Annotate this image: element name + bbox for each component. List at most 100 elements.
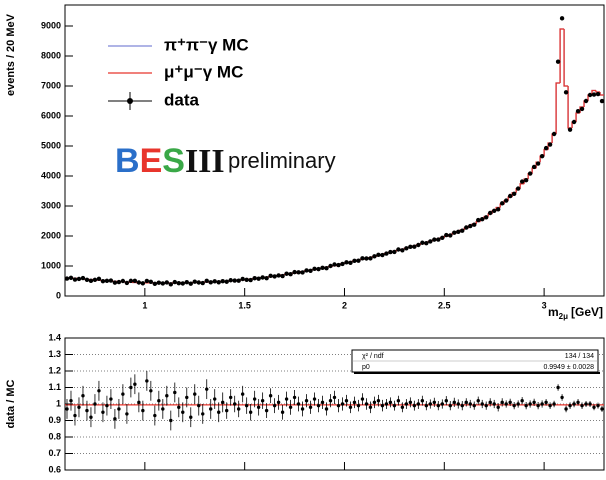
ratio-point bbox=[496, 405, 500, 409]
ratio-point bbox=[264, 408, 269, 413]
ratio-point bbox=[536, 403, 540, 408]
x-axis-subscript: 2μ bbox=[559, 312, 568, 321]
ratio-point bbox=[484, 403, 488, 408]
ratio-point bbox=[300, 407, 305, 411]
ratio-point bbox=[512, 403, 516, 408]
ratio-point bbox=[560, 395, 564, 400]
ratio-point bbox=[256, 405, 261, 409]
data-point bbox=[432, 237, 437, 242]
data-point bbox=[204, 278, 209, 283]
ratio-point bbox=[408, 400, 413, 405]
data-point bbox=[488, 210, 493, 216]
data-point bbox=[216, 280, 221, 285]
fit-chi2-name: χ² / ndf bbox=[362, 353, 384, 360]
data-point bbox=[472, 222, 477, 227]
ratio-point bbox=[77, 405, 81, 409]
data-point bbox=[372, 254, 377, 259]
y-tick-label: 0.6 bbox=[48, 464, 61, 474]
ratio-point bbox=[276, 400, 281, 405]
data-point bbox=[340, 261, 345, 267]
ratio-point bbox=[380, 403, 385, 408]
ratio-point bbox=[145, 379, 149, 383]
ratio-point bbox=[308, 405, 313, 409]
ratio-point bbox=[364, 402, 369, 406]
data-point bbox=[64, 276, 70, 281]
data-point bbox=[304, 268, 309, 273]
data-point bbox=[452, 230, 457, 235]
ratio-point bbox=[161, 407, 165, 411]
ratio-point bbox=[280, 410, 285, 414]
ratio-point bbox=[81, 394, 85, 398]
data-point bbox=[176, 280, 181, 286]
data-point bbox=[400, 248, 405, 253]
ratio-point bbox=[460, 403, 464, 408]
ratio-point bbox=[520, 399, 524, 403]
x-tick-label: 1.5 bbox=[238, 300, 251, 310]
data-point bbox=[244, 277, 249, 282]
ratio-point bbox=[153, 413, 157, 418]
data-point bbox=[152, 281, 158, 287]
data-point bbox=[272, 274, 277, 279]
data-point bbox=[352, 258, 357, 264]
ratio-point bbox=[105, 403, 109, 408]
ratio-point bbox=[584, 402, 588, 406]
legend-label: μ⁺μ⁻γ MC bbox=[164, 62, 243, 81]
data-point bbox=[563, 90, 569, 95]
ratio-point bbox=[592, 405, 596, 409]
ratio-point bbox=[209, 407, 213, 411]
data-point bbox=[236, 278, 241, 283]
data-point bbox=[416, 242, 421, 248]
data-point bbox=[420, 240, 425, 245]
ratio-point bbox=[504, 402, 508, 406]
ratio-point bbox=[272, 403, 277, 408]
ratio-point bbox=[352, 400, 357, 405]
ratio-point bbox=[129, 385, 133, 390]
data-point bbox=[124, 280, 130, 286]
y-axis-title: events / 20 MeV bbox=[5, 13, 17, 96]
ratio-point bbox=[424, 403, 429, 408]
data-point bbox=[519, 179, 525, 184]
annotation: preliminary bbox=[228, 148, 336, 173]
ratio-point bbox=[540, 402, 544, 406]
fit-box: χ² / ndf 134 / 134 p0 0.9949 ± 0.0028 bbox=[351, 349, 600, 374]
ratio-point bbox=[240, 392, 245, 396]
data-point bbox=[507, 193, 513, 199]
data-point bbox=[571, 119, 577, 125]
ratio-point bbox=[93, 402, 97, 406]
ratio-point bbox=[576, 400, 580, 405]
ratio-point bbox=[232, 402, 237, 406]
ratio-point bbox=[185, 395, 189, 400]
ratio-point bbox=[456, 402, 460, 406]
data-point bbox=[547, 142, 553, 147]
data-point bbox=[208, 280, 213, 285]
data-point bbox=[96, 276, 102, 282]
ratio-point bbox=[121, 392, 125, 396]
data-point bbox=[80, 275, 86, 281]
ratio-point bbox=[340, 402, 345, 406]
x-tick-label: 1 bbox=[142, 300, 147, 310]
data-point bbox=[284, 271, 289, 276]
ratio-point bbox=[524, 403, 528, 408]
ratio-point bbox=[420, 399, 425, 403]
ratio-point bbox=[396, 399, 401, 403]
y-tick-label: 5000 bbox=[41, 140, 61, 150]
ratio-point bbox=[65, 407, 69, 411]
data-point bbox=[436, 237, 441, 242]
ratio-point bbox=[288, 405, 293, 409]
data-point bbox=[260, 275, 265, 280]
data-point bbox=[424, 240, 429, 246]
ratio-point bbox=[508, 400, 512, 405]
data-point bbox=[599, 98, 605, 104]
ratio-point bbox=[312, 397, 317, 401]
data-point bbox=[116, 279, 122, 285]
ratio-point bbox=[268, 394, 273, 398]
data-point bbox=[555, 59, 561, 64]
y-tick-label: 1.3 bbox=[48, 349, 61, 359]
y-tick-label: 8000 bbox=[41, 50, 61, 60]
x-tick-label: 3 bbox=[542, 300, 547, 310]
ratio-point bbox=[548, 403, 552, 408]
y-tick-label: 7000 bbox=[41, 80, 61, 90]
data-point bbox=[108, 278, 114, 283]
data-point bbox=[128, 278, 134, 284]
